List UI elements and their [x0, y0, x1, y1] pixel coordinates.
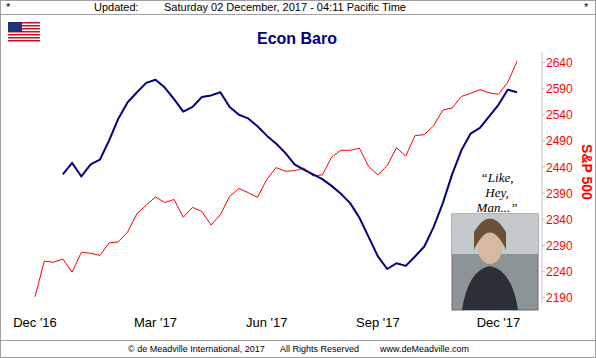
y-tick-label: 2240 [546, 265, 573, 279]
header-text: * [584, 1, 589, 13]
flag-canton [8, 22, 22, 32]
plot-area [35, 61, 517, 296]
y-tick [542, 140, 545, 141]
y-tick-label: 2440 [546, 161, 573, 175]
annotation-line: Man...” [476, 200, 518, 215]
footer-rule [0, 340, 596, 341]
footer-text: All Rights Reserved [280, 344, 359, 354]
y-tick-label: 2390 [546, 187, 573, 201]
y-tick-label: 2490 [546, 134, 573, 148]
y-tick-label: 2340 [546, 213, 573, 227]
y-tick [542, 297, 545, 298]
series-line [63, 80, 517, 269]
photo-hair [474, 219, 506, 251]
background [0, 0, 596, 358]
y-tick [542, 271, 545, 272]
y-tick [542, 219, 545, 220]
y-tick [542, 193, 545, 194]
flag-stripe [8, 37, 40, 39]
y-tick [542, 88, 545, 89]
y-tick-label: 2190 [546, 291, 573, 305]
y-tick-label: 2290 [546, 239, 573, 253]
y-tick-label: 2640 [546, 56, 573, 70]
annotation-line: “Like, [481, 170, 514, 185]
flag-stripe [8, 34, 40, 36]
flag-stripe [8, 40, 40, 42]
header-text: * [6, 1, 11, 13]
y-tick [542, 62, 545, 63]
chart: * Updated: Saturday 02 December, 2017 - 04… [0, 0, 596, 358]
x-tick-label: Jun '17 [246, 315, 288, 330]
header-rule [0, 14, 596, 15]
photo-frame [452, 214, 538, 310]
annotation: “Like,Hey,Man...” [476, 170, 518, 215]
y-tick [542, 245, 545, 246]
footer-text: www.deMeadville.com [379, 344, 469, 354]
series-line [35, 61, 517, 296]
header-text: Saturday 02 December, 2017 - 04:11 Pacif… [164, 1, 406, 13]
y-tick-label: 2540 [546, 108, 573, 122]
title: Econ Baro [257, 30, 337, 47]
footer-text: © de Meadville International, 2017 [128, 344, 265, 354]
x-tick-label: Dec '17 [477, 315, 521, 330]
x-tick-label: Sep '17 [356, 315, 400, 330]
frame [1, 1, 596, 358]
photo-suit [462, 266, 518, 310]
y-tick-label: 2590 [546, 82, 573, 96]
y-axis-label: S&P 500 [579, 144, 595, 200]
x-tick-label: Mar '17 [134, 315, 177, 330]
y-tick [542, 114, 545, 115]
flag [8, 22, 40, 42]
header-text: Updated: [94, 1, 139, 13]
y-tick [542, 167, 545, 168]
photo [452, 214, 538, 310]
x-tick-label: Dec '16 [13, 315, 57, 330]
y-axis-line [542, 52, 543, 303]
annotation-line: Hey, [484, 185, 508, 200]
